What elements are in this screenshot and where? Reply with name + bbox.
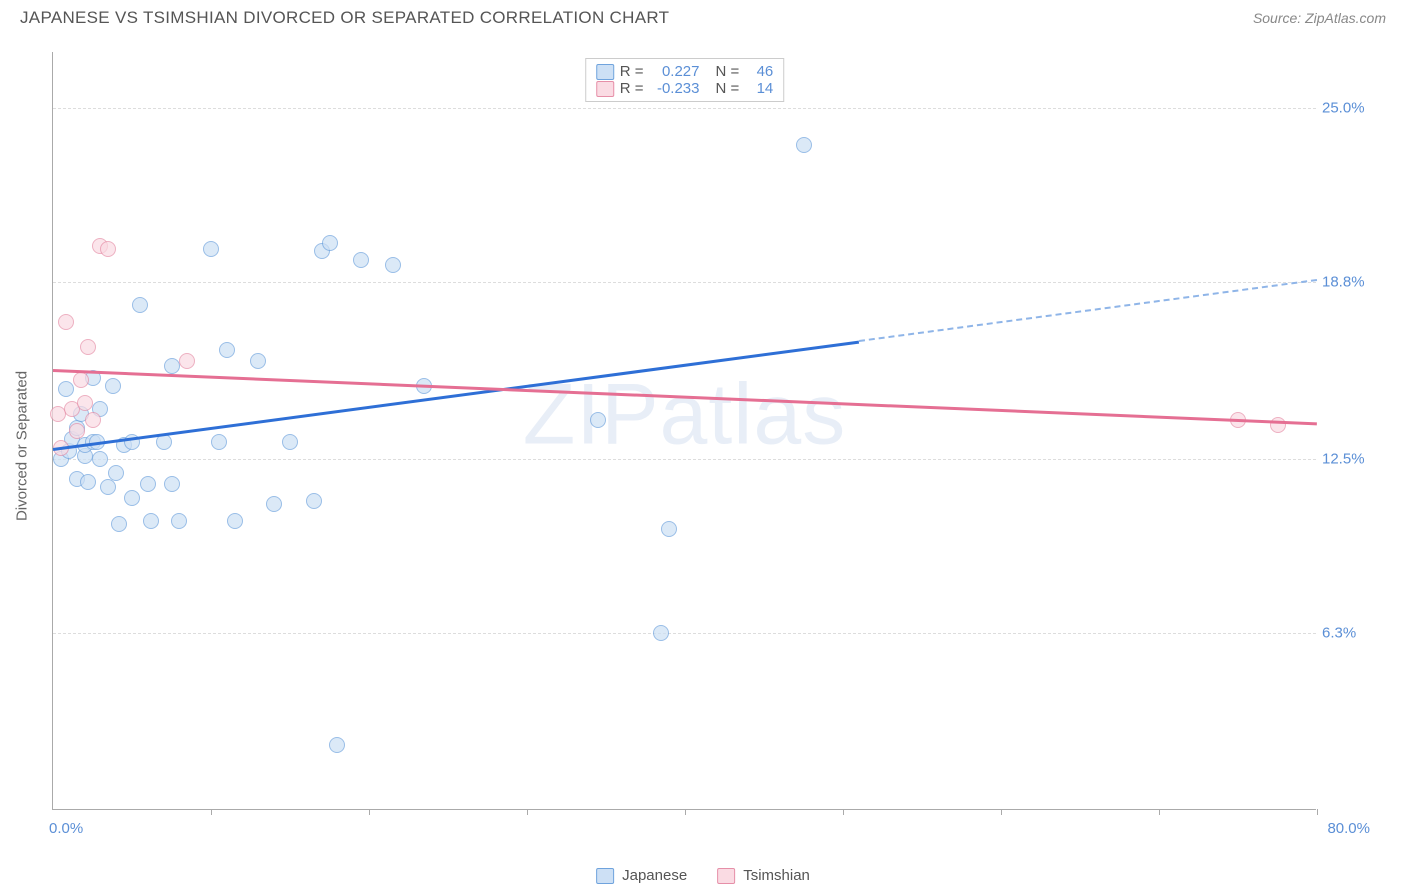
data-point	[353, 252, 369, 268]
y-tick-label: 6.3%	[1322, 625, 1374, 642]
series-legend: Japanese Tsimshian	[596, 867, 810, 884]
gridline	[53, 108, 1316, 109]
data-point	[124, 490, 140, 506]
data-point	[266, 496, 282, 512]
y-tick-label: 12.5%	[1322, 451, 1374, 468]
y-tick-label: 18.8%	[1322, 274, 1374, 291]
data-point	[322, 235, 338, 251]
x-tick	[1317, 809, 1318, 815]
n-value: 46	[745, 63, 773, 80]
data-point	[653, 625, 669, 641]
data-point	[100, 241, 116, 257]
y-axis-label: Divorced or Separated	[14, 371, 31, 521]
data-point	[164, 476, 180, 492]
data-point	[250, 353, 266, 369]
data-point	[85, 412, 101, 428]
x-max-label: 80.0%	[1327, 820, 1370, 837]
gridline	[53, 633, 1316, 634]
swatch-icon	[596, 868, 614, 884]
n-label: N =	[716, 80, 740, 97]
data-point	[171, 513, 187, 529]
data-point	[156, 434, 172, 450]
r-value: -0.233	[650, 80, 700, 97]
legend-item-tsimshian: Tsimshian	[717, 867, 810, 884]
data-point	[306, 493, 322, 509]
swatch-icon	[596, 64, 614, 80]
legend-row-tsimshian: R = -0.233 N = 14	[596, 80, 774, 97]
data-point	[227, 513, 243, 529]
data-point	[661, 521, 677, 537]
data-point	[58, 381, 74, 397]
legend-row-japanese: R = 0.227 N = 46	[596, 63, 774, 80]
data-point	[143, 513, 159, 529]
data-point	[329, 737, 345, 753]
data-point	[80, 339, 96, 355]
swatch-icon	[596, 81, 614, 97]
legend-item-japanese: Japanese	[596, 867, 687, 884]
x-min-label: 0.0%	[49, 820, 83, 837]
n-value: 14	[745, 80, 773, 97]
x-tick	[843, 809, 844, 815]
data-point	[108, 465, 124, 481]
chart-plot-area: ZIPatlas 6.3%12.5%18.8%25.0% 0.0% 80.0% …	[52, 52, 1316, 810]
data-point	[132, 297, 148, 313]
x-tick	[369, 809, 370, 815]
data-point	[80, 474, 96, 490]
x-tick	[527, 809, 528, 815]
x-tick	[1159, 809, 1160, 815]
data-point	[140, 476, 156, 492]
r-value: 0.227	[650, 63, 700, 80]
trend-line	[859, 279, 1317, 342]
gridline	[53, 282, 1316, 283]
data-point	[58, 314, 74, 330]
legend-label: Tsimshian	[743, 867, 810, 884]
r-label: R =	[620, 63, 644, 80]
chart-title: JAPANESE VS TSIMSHIAN DIVORCED OR SEPARA…	[20, 8, 669, 28]
data-point	[111, 516, 127, 532]
data-point	[92, 451, 108, 467]
r-label: R =	[620, 80, 644, 97]
data-point	[179, 353, 195, 369]
data-point	[796, 137, 812, 153]
x-tick	[685, 809, 686, 815]
data-point	[77, 395, 93, 411]
swatch-icon	[717, 868, 735, 884]
legend-label: Japanese	[622, 867, 687, 884]
gridline	[53, 459, 1316, 460]
data-point	[385, 257, 401, 273]
trend-line	[53, 369, 1317, 425]
data-point	[590, 412, 606, 428]
data-point	[282, 434, 298, 450]
data-point	[69, 423, 85, 439]
data-point	[211, 434, 227, 450]
source-label: Source: ZipAtlas.com	[1253, 10, 1386, 26]
y-tick-label: 25.0%	[1322, 100, 1374, 117]
data-point	[73, 372, 89, 388]
trend-line	[53, 340, 859, 450]
correlation-legend: R = 0.227 N = 46 R = -0.233 N = 14	[585, 58, 785, 102]
data-point	[100, 479, 116, 495]
n-label: N =	[716, 63, 740, 80]
data-point	[105, 378, 121, 394]
data-point	[164, 358, 180, 374]
x-tick	[211, 809, 212, 815]
x-tick	[1001, 809, 1002, 815]
data-point	[219, 342, 235, 358]
data-point	[203, 241, 219, 257]
